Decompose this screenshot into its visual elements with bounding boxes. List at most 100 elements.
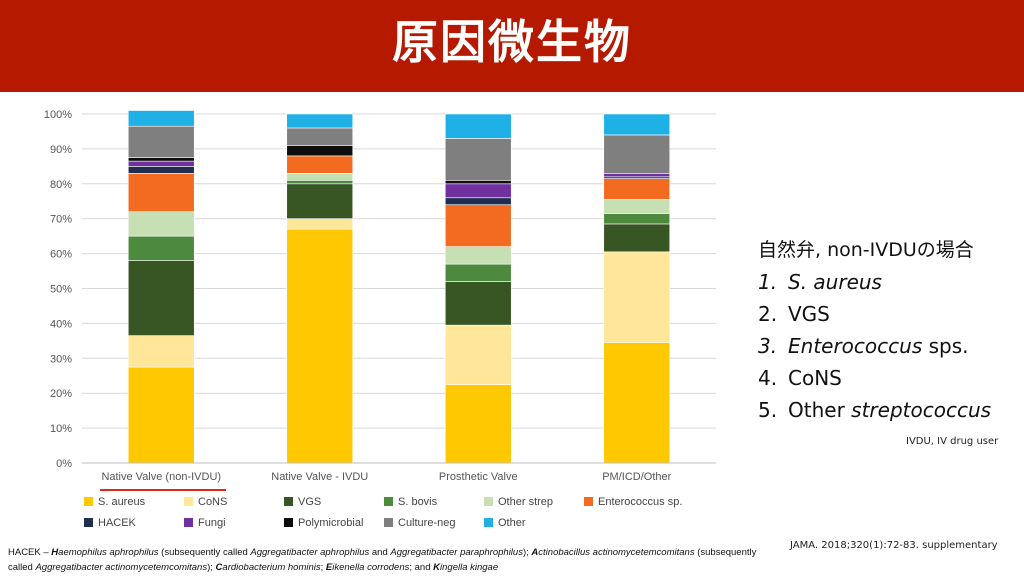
footnote-text: and bbox=[369, 547, 391, 558]
legend-label: Enterococcus sp. bbox=[598, 496, 683, 508]
legend-label: S. aureus bbox=[98, 496, 146, 508]
ranking-item: 3. Enterococcus sps. bbox=[758, 330, 1018, 362]
footnote-text: (subsequently called bbox=[8, 547, 757, 573]
bar-segment bbox=[127, 335, 195, 368]
ranking-text: streptococcus bbox=[851, 398, 992, 422]
legend-item: CoNS bbox=[184, 496, 227, 508]
ranking-text: CoNS bbox=[788, 366, 842, 390]
y-tick-label: 30% bbox=[50, 353, 72, 365]
legend-item: VGS bbox=[284, 496, 321, 508]
bar-segment bbox=[127, 211, 195, 237]
legend-label: Fungi bbox=[198, 517, 226, 529]
bar-segment bbox=[286, 155, 354, 174]
bar-segment bbox=[444, 113, 512, 139]
bar-segment bbox=[444, 246, 512, 265]
legend-item: Other strep bbox=[484, 496, 553, 508]
bar-segment bbox=[603, 113, 671, 136]
ranking-number: 2. bbox=[758, 302, 778, 326]
bar-segment bbox=[127, 160, 195, 167]
x-tick-label: Native Valve (non-IVDU) bbox=[101, 471, 221, 483]
legend-item: Fungi bbox=[184, 517, 226, 529]
y-tick-label: 40% bbox=[50, 318, 72, 330]
legend-item: Other bbox=[484, 517, 526, 529]
bar-segment bbox=[286, 127, 354, 146]
ranking-text: VGS bbox=[788, 302, 830, 326]
legend-swatch bbox=[384, 518, 393, 527]
bar-segment bbox=[603, 178, 671, 200]
bar-segment bbox=[603, 173, 671, 178]
legend-swatch bbox=[584, 497, 593, 506]
bar-segment bbox=[127, 173, 195, 213]
footnote-text: ardiobacterium hominis bbox=[222, 562, 321, 573]
bar-segment bbox=[127, 110, 195, 127]
ranking-number: 5. bbox=[758, 398, 778, 422]
ivdu-note: IVDU, IV drug user bbox=[906, 436, 999, 447]
bar-segment bbox=[286, 228, 354, 464]
legend-label: S. bovis bbox=[398, 496, 438, 508]
y-tick-label: 20% bbox=[50, 388, 72, 400]
y-tick-label: 0% bbox=[56, 458, 72, 470]
bar-segment bbox=[444, 281, 512, 326]
legend-swatch bbox=[284, 497, 293, 506]
footnote-text: (subsequently called bbox=[158, 547, 251, 558]
bar-segment bbox=[444, 204, 512, 247]
y-tick-label: 70% bbox=[50, 214, 72, 226]
legend-item: Culture-neg bbox=[384, 517, 455, 529]
ranking-number: 3. bbox=[758, 334, 778, 358]
footnote-text: ctinobacillus actinomycetemcomitans bbox=[538, 547, 695, 558]
legend-swatch bbox=[484, 518, 493, 527]
footnote-text: K bbox=[433, 562, 441, 573]
bar-segment bbox=[603, 199, 671, 214]
ranking-item: 2. VGS bbox=[758, 298, 1018, 330]
footnote-text: ); bbox=[522, 547, 532, 558]
bar-segment bbox=[286, 173, 354, 181]
footnote-text: ; and bbox=[409, 562, 434, 573]
footnote-text: Aggregatibacter paraphrophilus bbox=[390, 547, 523, 558]
footnote-text: ikenella corrodens bbox=[332, 562, 410, 573]
chart-legend: S. aureus CoNS VGS S. bovis Other strep Enter… bbox=[84, 496, 724, 538]
title-bar: 原因微生物 bbox=[0, 0, 1024, 92]
stacked-bar-chart: 0% 10% 20% 30% 40% 50% 60% 70% 80% 90% 100% Native … bbox=[44, 109, 716, 483]
footnote-text: A bbox=[531, 547, 539, 558]
bar-segment bbox=[127, 166, 195, 174]
ranking-item: 4. CoNS bbox=[758, 362, 1018, 394]
ranking-panel: 自然弁, non-IVDUの場合 1. S. aureus 2. VGS 3. Enter… bbox=[758, 234, 1018, 426]
bar-segment bbox=[444, 180, 512, 185]
y-tick-label: 100% bbox=[44, 109, 72, 121]
legend-item: S. aureus bbox=[84, 496, 145, 508]
legend-label: HACEK bbox=[98, 517, 136, 529]
bar-segment bbox=[444, 197, 512, 206]
footnote-text: ingella kingae bbox=[440, 562, 499, 573]
y-tick-label: 60% bbox=[50, 249, 72, 261]
ranking-text: Other bbox=[788, 398, 852, 422]
bar-segment bbox=[286, 218, 354, 230]
x-tick-label: Prosthetic Valve bbox=[439, 471, 518, 483]
bar-segment bbox=[286, 180, 354, 185]
hacek-footnote: HACEK – Haemophilus aphrophilus (subsequ… bbox=[8, 545, 768, 575]
ranking-text: S. aureus bbox=[788, 270, 882, 294]
legend-label: VGS bbox=[298, 496, 322, 508]
bar-segment bbox=[444, 324, 512, 385]
ranking-item: 1. S. aureus bbox=[758, 266, 1018, 298]
footnote-text: aemophilus aphrophilus bbox=[58, 547, 159, 558]
legend-swatch bbox=[184, 518, 193, 527]
bar-segment bbox=[444, 183, 512, 199]
bar-segment bbox=[603, 251, 671, 343]
ranking-item: 5. Other streptococcus bbox=[758, 394, 1018, 426]
y-tick-label: 50% bbox=[50, 284, 72, 296]
footnote-text: Aggregatibacter actinomycetemcomitans bbox=[35, 562, 208, 573]
legend-swatch bbox=[284, 518, 293, 527]
ranking-number: 4. bbox=[758, 366, 778, 390]
legend-swatch bbox=[484, 497, 493, 506]
y-tick-label: 80% bbox=[50, 179, 72, 191]
bar-segment bbox=[127, 366, 195, 464]
ranking-text: sps. bbox=[922, 334, 969, 358]
bar-segment bbox=[127, 260, 195, 336]
y-tick-label: 10% bbox=[50, 423, 72, 435]
bar-segment bbox=[444, 263, 512, 282]
legend-swatch bbox=[384, 497, 393, 506]
bar-segment bbox=[603, 342, 671, 464]
bar-segment bbox=[127, 125, 195, 158]
bar-segment bbox=[603, 223, 671, 253]
legend-item: HACEK bbox=[84, 517, 136, 529]
